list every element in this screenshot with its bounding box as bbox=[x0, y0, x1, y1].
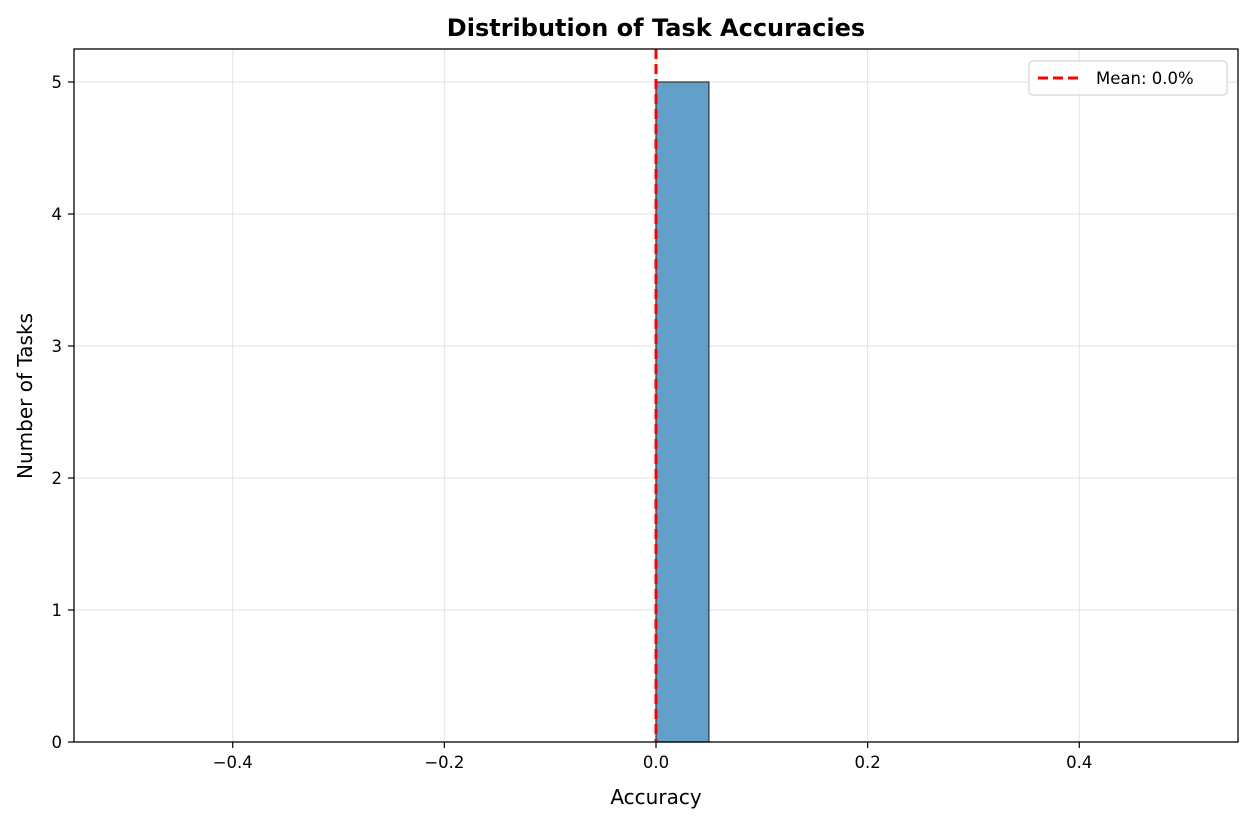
x-axis-ticks: −0.4 −0.2 0.0 0.2 0.4 bbox=[213, 742, 1092, 772]
y-tick-label: 5 bbox=[52, 73, 63, 92]
y-tick-label: 3 bbox=[52, 337, 63, 356]
x-tick-label: 0.0 bbox=[643, 753, 669, 772]
y-tick-label: 4 bbox=[52, 205, 63, 224]
legend-mean-label: Mean: 0.0% bbox=[1096, 69, 1194, 88]
x-tick-label: −0.4 bbox=[213, 753, 253, 772]
y-axis-label: Number of Tasks bbox=[13, 313, 37, 479]
y-axis-ticks: 0 1 2 3 4 5 bbox=[52, 73, 74, 752]
x-tick-label: 0.4 bbox=[1066, 753, 1092, 772]
bars-group bbox=[655, 81, 710, 743]
histogram-bar bbox=[655, 81, 710, 743]
x-tick-label: 0.2 bbox=[855, 753, 881, 772]
x-axis-label: Accuracy bbox=[610, 785, 701, 809]
legend: Mean: 0.0% bbox=[1028, 60, 1228, 96]
legend-box bbox=[1028, 60, 1228, 96]
y-tick-label: 2 bbox=[52, 469, 63, 488]
chart-title: Distribution of Task Accuracies bbox=[447, 14, 865, 42]
y-tick-label: 1 bbox=[52, 601, 63, 620]
y-tick-label: 0 bbox=[52, 733, 63, 752]
x-tick-label: −0.2 bbox=[424, 753, 464, 772]
